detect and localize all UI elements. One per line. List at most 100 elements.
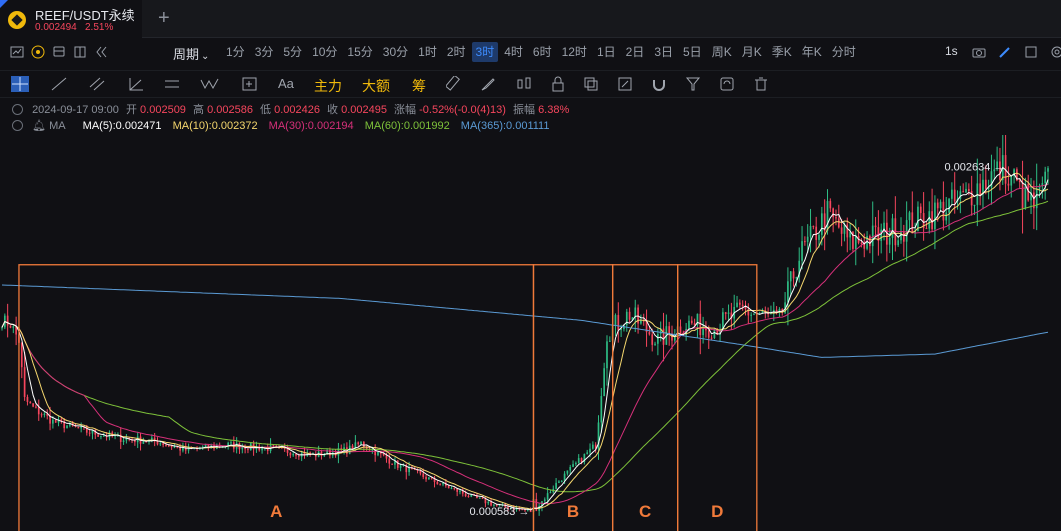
period-option[interactable]: 月K xyxy=(741,45,762,59)
lock-icon[interactable] xyxy=(550,76,566,95)
period-option[interactable]: 6时 xyxy=(532,45,552,59)
candle-body xyxy=(620,329,622,331)
period-option[interactable]: 30分 xyxy=(382,45,409,59)
candle-body xyxy=(244,446,246,450)
candle-body xyxy=(461,490,464,494)
period-option[interactable]: 10分 xyxy=(312,45,338,59)
candle-body xyxy=(487,501,490,504)
angle-tool-icon[interactable] xyxy=(127,76,145,95)
copy-icon[interactable] xyxy=(583,76,599,95)
candle-body xyxy=(52,419,54,424)
candle-body xyxy=(396,460,399,468)
period-option[interactable]: 周K xyxy=(711,45,732,59)
candle-body xyxy=(507,507,509,509)
trash-icon[interactable] xyxy=(753,76,769,95)
period-option[interactable]: 12时 xyxy=(561,45,587,59)
candle-body xyxy=(976,183,979,205)
period-option[interactable]: 分时 xyxy=(831,45,856,59)
legend-amp: 6.38% xyxy=(538,104,570,116)
period-option[interactable]: 1日 xyxy=(596,45,616,59)
rewind-icon[interactable] xyxy=(94,45,108,59)
period-dropdown[interactable]: 周期 xyxy=(173,44,209,63)
candle-body xyxy=(100,436,102,438)
bus-icon[interactable] xyxy=(52,45,66,59)
chart-type-icon[interactable] xyxy=(10,45,24,59)
main-indicator-button[interactable]: 主力 xyxy=(314,78,342,94)
candle-body xyxy=(982,179,984,195)
big-order-button[interactable]: 大额 xyxy=(362,78,390,94)
ruler-icon[interactable] xyxy=(444,74,462,95)
brush-icon[interactable] xyxy=(480,76,496,95)
measure-box-icon[interactable] xyxy=(241,76,259,95)
period-option[interactable]: 4时 xyxy=(504,45,523,59)
candle-body xyxy=(493,504,495,506)
candle-body xyxy=(795,277,798,279)
ma5-line xyxy=(1,166,1049,511)
candle-body xyxy=(382,453,385,456)
legend-low: 0.002426 xyxy=(274,104,320,116)
candle-body xyxy=(671,333,673,341)
candle-body xyxy=(292,453,295,456)
candle-body xyxy=(12,326,15,328)
period-option[interactable]: 3时 xyxy=(471,42,499,62)
candle-body xyxy=(798,260,801,278)
candle-body xyxy=(812,225,815,227)
period-option[interactable]: 1分 xyxy=(226,45,245,59)
period-option[interactable]: 年K xyxy=(801,45,822,59)
edit-note-icon[interactable] xyxy=(617,76,633,95)
period-option[interactable]: 15分 xyxy=(347,45,373,59)
candle-body xyxy=(900,231,902,241)
zone-label: D xyxy=(711,502,723,521)
candle-body xyxy=(911,212,914,234)
horizontal-line-icon[interactable] xyxy=(163,76,181,95)
period-option[interactable]: 2时 xyxy=(446,45,466,59)
period-option[interactable]: 5分 xyxy=(283,45,303,59)
legend-open: 0.002509 xyxy=(140,104,186,116)
candle-body xyxy=(724,312,727,314)
crosshair-icon[interactable] xyxy=(10,75,30,96)
candle-body xyxy=(467,496,470,498)
bell-icon[interactable]: 🔔︎ xyxy=(32,120,47,132)
candle-style-icon[interactable] xyxy=(515,76,533,95)
fullscreen-icon[interactable] xyxy=(1024,45,1038,59)
period-option[interactable]: 2日 xyxy=(625,45,645,59)
candle-body xyxy=(1010,176,1013,186)
collapse-toggle-icon[interactable] xyxy=(12,120,23,131)
layout-icon[interactable] xyxy=(73,45,87,59)
pencil-icon[interactable] xyxy=(998,45,1012,59)
text-tool[interactable]: Aa xyxy=(278,76,294,91)
period-option[interactable]: 3日 xyxy=(654,45,673,59)
candle-body xyxy=(46,413,49,416)
candle-body xyxy=(261,448,263,451)
candle-body xyxy=(617,315,620,330)
period-option[interactable]: 5日 xyxy=(683,45,702,59)
magnet-icon[interactable] xyxy=(651,76,667,95)
candle-body xyxy=(193,448,196,450)
trend-line-icon[interactable] xyxy=(50,76,68,95)
compass-icon[interactable] xyxy=(31,45,45,59)
parallel-channel-icon[interactable] xyxy=(88,76,106,95)
collapse-toggle-icon[interactable] xyxy=(12,104,23,115)
camera-icon[interactable] xyxy=(972,45,986,59)
sync-icon[interactable] xyxy=(719,76,735,95)
plus-icon[interactable]: + xyxy=(158,7,170,29)
candle-body xyxy=(586,452,589,454)
settings-icon[interactable] xyxy=(1050,45,1061,59)
seconds-toggle[interactable]: 1s xyxy=(945,44,958,58)
candle-body xyxy=(804,241,806,243)
candle-body xyxy=(654,343,656,345)
candlestick-chart[interactable]: A B C D 0.002634 → 0.000583 → xyxy=(0,135,1061,531)
filter-icon[interactable] xyxy=(685,76,701,95)
candle-body xyxy=(922,213,925,229)
symbol-tab[interactable]: REEF/USDT永续 0.002494 2.51% xyxy=(0,0,142,38)
legend-close: 0.002495 xyxy=(341,104,387,116)
period-option[interactable]: 季K xyxy=(771,45,792,59)
candle-body xyxy=(354,442,357,450)
candle-body xyxy=(97,434,99,437)
chips-button[interactable]: 筹 xyxy=(412,78,426,94)
period-option[interactable]: 3分 xyxy=(254,45,274,59)
wave-pattern-icon[interactable] xyxy=(200,76,220,95)
candle-body xyxy=(600,396,603,423)
period-option[interactable]: 1时 xyxy=(418,45,437,59)
candle-body xyxy=(699,313,702,336)
